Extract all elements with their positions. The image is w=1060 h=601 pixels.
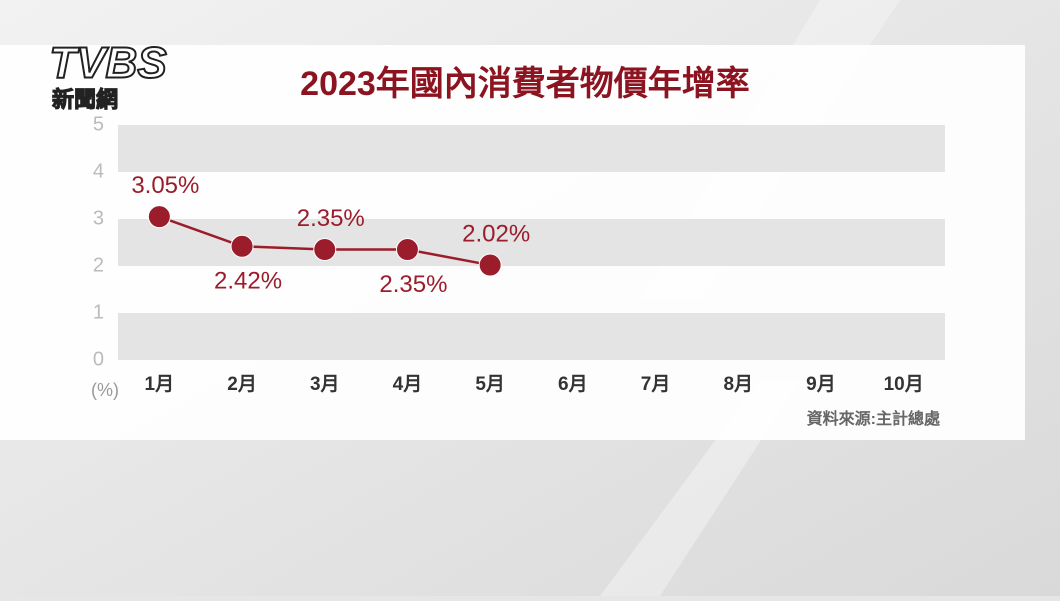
data-label: 2.02%: [462, 220, 530, 247]
x-tick-label: 8月: [723, 374, 753, 395]
data-label: 3.05%: [131, 172, 199, 199]
grid-band: [118, 219, 945, 266]
x-tick-label: 6月: [558, 374, 588, 395]
x-tick-label: 7月: [641, 374, 671, 395]
grid-band: [118, 125, 945, 172]
x-tick-label: 3月: [310, 374, 340, 395]
data-label: 2.35%: [379, 271, 447, 298]
x-tick-label: 1月: [145, 374, 175, 395]
source-note: 資料來源:主計總處: [807, 409, 941, 428]
logo-subtitle: 新聞網: [52, 87, 118, 112]
x-tick-label: 4月: [393, 374, 423, 395]
y-tick-label: 0: [93, 348, 104, 370]
y-tick-label: 4: [93, 160, 104, 182]
y-tick-label: 3: [93, 207, 104, 229]
data-label: 2.35%: [297, 205, 365, 232]
data-point: [395, 238, 419, 262]
y-axis-label: (%): [91, 380, 119, 400]
chart-title: 2023年國內消費者物價年增率: [300, 65, 750, 103]
logo-name: TVBS: [49, 39, 166, 88]
grid-band: [118, 313, 945, 360]
x-tick-label: 10月: [884, 374, 924, 395]
data-point: [478, 253, 502, 277]
x-tick-label: 9月: [806, 374, 836, 395]
data-label: 2.42%: [214, 268, 282, 295]
data-point: [313, 238, 337, 262]
y-tick-label: 5: [93, 113, 104, 135]
x-tick-label: 5月: [475, 374, 505, 395]
data-point: [147, 205, 171, 229]
data-point: [230, 234, 254, 258]
x-tick-label: 2月: [227, 374, 257, 395]
y-tick-label: 2: [93, 254, 104, 276]
y-tick-label: 1: [93, 301, 104, 323]
